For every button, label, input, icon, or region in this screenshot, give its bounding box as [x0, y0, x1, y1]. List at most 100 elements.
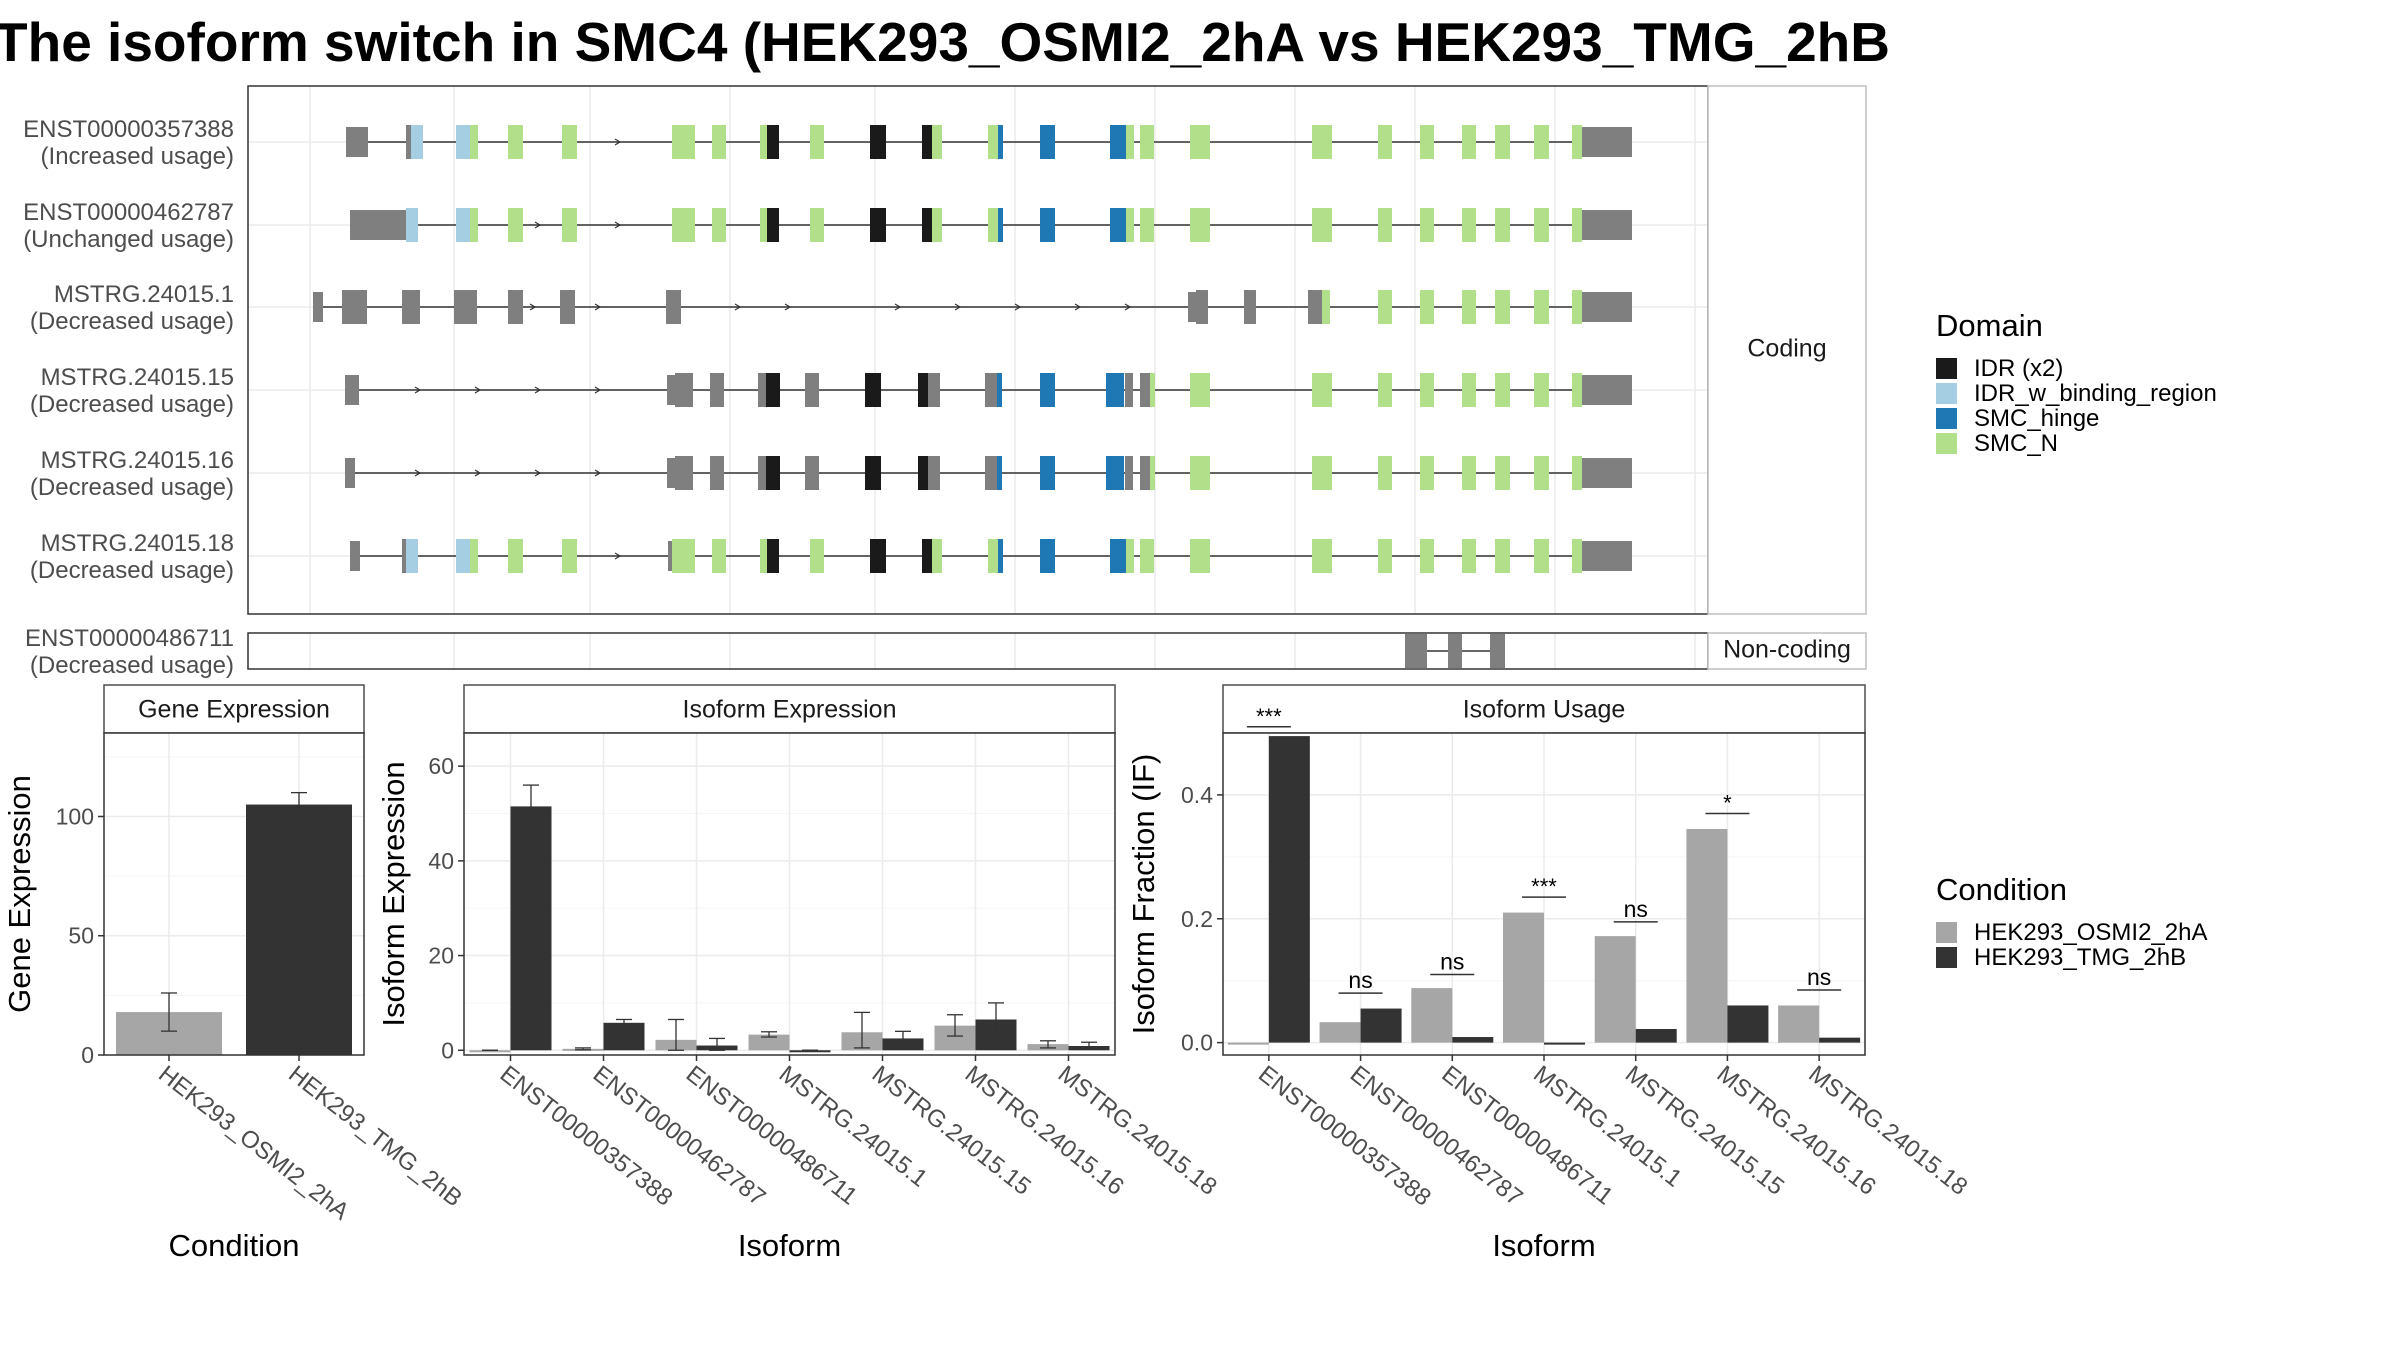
exon-block	[1572, 373, 1582, 407]
x-tick-label: ENST00000462787	[588, 1060, 771, 1211]
exon-block	[1190, 373, 1210, 407]
exon-block	[1420, 290, 1434, 324]
exon-block	[988, 125, 998, 159]
exon-block	[562, 125, 577, 159]
exon-block	[1420, 539, 1434, 573]
exon-block	[1040, 456, 1055, 490]
exon-block	[1126, 539, 1134, 573]
exon-block	[1244, 290, 1256, 324]
exon-block	[1106, 373, 1124, 407]
x-axis-title: Isoform	[738, 1228, 841, 1263]
exon-block	[988, 208, 998, 242]
facet-label-coding: Coding	[1747, 335, 1826, 363]
exon-block	[1405, 634, 1427, 668]
legend-swatch-idr_binding	[1936, 383, 1957, 404]
strand-arrow	[614, 221, 622, 229]
exon-block	[712, 208, 726, 242]
exon-block	[985, 373, 997, 407]
y-tick-label: 0	[81, 1042, 94, 1068]
exon-block	[1378, 125, 1392, 159]
exon-block	[406, 208, 418, 242]
bar	[1227, 1042, 1269, 1045]
exon-block	[672, 539, 695, 573]
exon-block	[1190, 539, 1210, 573]
isoform-id-label: ENST00000486711	[25, 625, 234, 652]
strand-arrow	[414, 469, 422, 477]
x-tick-label: ENST00000357388	[1253, 1060, 1436, 1211]
strand-arrow	[594, 386, 602, 394]
exon-block	[922, 539, 932, 573]
legend-label: HEK293_TMG_2hB	[1974, 944, 2186, 971]
exon-block	[1534, 125, 1549, 159]
exon-block	[1126, 208, 1134, 242]
exon-block	[810, 208, 824, 242]
exon-block	[865, 456, 881, 490]
bar	[1594, 936, 1636, 1043]
bar	[510, 806, 552, 1051]
isoform-id-label: MSTRG.24015.15	[41, 364, 234, 391]
significance-label: ns	[1624, 896, 1648, 922]
exon-block	[1448, 634, 1462, 668]
legend-title-domain: Domain	[1936, 308, 2043, 343]
isoform-usage-label: (Decreased usage)	[30, 391, 234, 418]
exon-block	[760, 539, 767, 573]
legend-label: SMC_hinge	[1974, 405, 2099, 432]
exon-block	[1534, 539, 1549, 573]
bar	[748, 1034, 790, 1051]
significance-label: ***	[1256, 704, 1282, 729]
exon-block	[313, 292, 323, 322]
x-tick-label: MSTRG.24015.18	[1803, 1060, 1972, 1200]
exon-block	[1140, 373, 1150, 407]
exon-block	[672, 125, 695, 159]
y-tick-label: 50	[68, 923, 94, 949]
exon-block	[1378, 539, 1392, 573]
x-tick-label: ENST00000486711	[681, 1060, 862, 1210]
strand-arrow	[894, 303, 902, 311]
legend-swatch-idr	[1936, 358, 1957, 379]
exon-block	[985, 456, 997, 490]
significance-label: *	[1723, 791, 1732, 816]
exon-block	[758, 456, 766, 490]
y-tick-label: 0.2	[1181, 906, 1213, 932]
exon-block	[710, 373, 724, 407]
x-tick-label: ENST00000462787	[1345, 1060, 1528, 1211]
exon-block	[1420, 456, 1434, 490]
exon-block	[1462, 208, 1476, 242]
exon-block	[918, 373, 928, 407]
exon-block	[1582, 127, 1632, 157]
exon-block	[1572, 539, 1582, 573]
exon-block	[675, 456, 693, 490]
strand-arrow	[534, 221, 542, 229]
exon-block	[1534, 208, 1549, 242]
bar	[1360, 1008, 1402, 1043]
significance-label: ns	[1807, 964, 1831, 990]
significance-label: ns	[1440, 949, 1464, 975]
exon-block	[1462, 539, 1476, 573]
exon-block	[767, 208, 779, 242]
exon-block	[1196, 290, 1208, 324]
exon-block	[766, 456, 780, 490]
exon-block	[1110, 125, 1126, 159]
exon-block	[1582, 292, 1632, 322]
exon-block	[1572, 456, 1582, 490]
y-tick-label: 60	[428, 753, 454, 779]
x-tick-label: ENST00000486711	[1437, 1060, 1618, 1210]
exon-block	[932, 208, 942, 242]
strand-arrow	[594, 469, 602, 477]
isoform-id-label: MSTRG.24015.16	[41, 447, 234, 474]
exon-block	[1140, 208, 1154, 242]
strand-arrow	[534, 386, 542, 394]
legend-swatch-cond_a	[1936, 922, 1957, 943]
bar	[1778, 1005, 1820, 1043]
exon-block	[1378, 208, 1392, 242]
exon-block	[675, 373, 693, 407]
exon-block	[350, 210, 406, 240]
exon-block	[456, 539, 470, 573]
bar	[789, 1050, 831, 1053]
legend-swatch-cond_b	[1936, 947, 1957, 968]
exon-block	[1040, 373, 1055, 407]
exon-block	[1150, 456, 1155, 490]
exon-block	[1125, 456, 1133, 490]
panel-strip	[463, 684, 1116, 734]
exon-block	[1140, 456, 1150, 490]
